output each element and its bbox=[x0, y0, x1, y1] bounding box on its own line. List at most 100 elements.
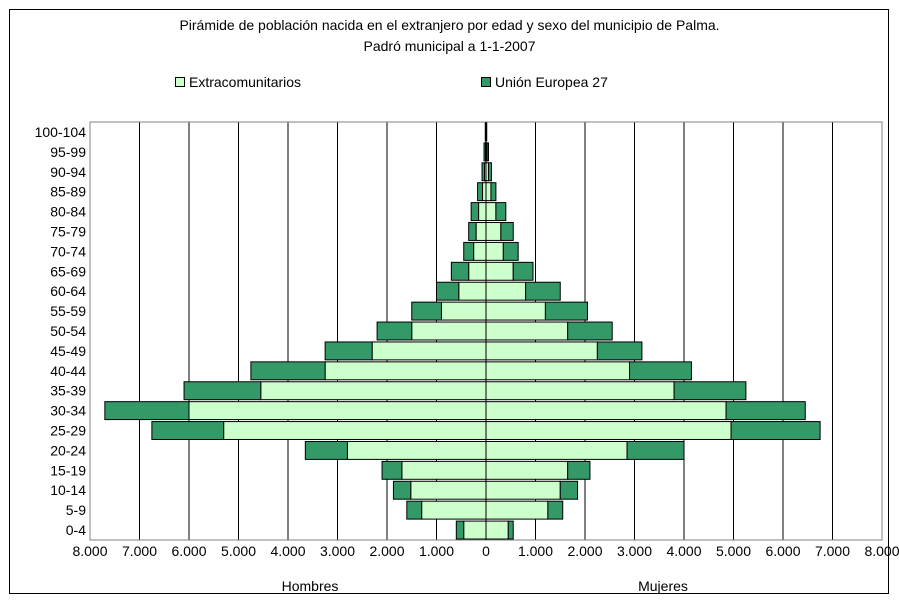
bar-hombres-union-europea bbox=[151, 421, 225, 440]
bar-mujeres-extracomunitarios bbox=[485, 341, 598, 361]
legend-swatch-union-europea bbox=[481, 77, 491, 87]
bar-hombres-extracomunitarios bbox=[410, 480, 487, 500]
bar-mujeres-extracomunitarios bbox=[485, 361, 631, 381]
bar-mujeres-union-europea bbox=[502, 241, 519, 261]
x-tick-label: 2.000 bbox=[369, 543, 404, 559]
y-tick-label: 25-29 bbox=[50, 423, 86, 439]
bar-hombres-union-europea bbox=[376, 321, 413, 341]
bar-hombres-extracomunitarios bbox=[188, 401, 487, 421]
bar-mujeres-union-europea bbox=[629, 361, 692, 381]
bar-mujeres-extracomunitarios bbox=[485, 281, 527, 301]
x-tick-label: 8.000 bbox=[72, 543, 107, 559]
x-tick-label: 3.000 bbox=[320, 543, 355, 559]
bar-mujeres-union-europea bbox=[567, 460, 591, 480]
bar-hombres-union-europea bbox=[450, 261, 470, 281]
y-tick-label: 100-104 bbox=[35, 124, 87, 140]
x-tick-label: 5.000 bbox=[716, 543, 751, 559]
y-tick-label: 60-64 bbox=[50, 283, 86, 299]
bar-hombres-union-europea bbox=[470, 202, 480, 222]
bar-hombres-extracomunitarios bbox=[324, 361, 487, 381]
x-tick-label: 6.000 bbox=[765, 543, 800, 559]
x-tick-label: 5.000 bbox=[221, 543, 256, 559]
bar-hombres-union-europea bbox=[250, 361, 326, 381]
bar-hombres-extracomunitarios bbox=[401, 460, 487, 480]
y-tick-label: 20-24 bbox=[50, 442, 86, 458]
bar-hombres-union-europea bbox=[477, 182, 484, 202]
bar-mujeres-extracomunitarios bbox=[485, 401, 727, 421]
bar-hombres-extracomunitarios bbox=[440, 301, 487, 321]
x-tick-label: 3.000 bbox=[617, 543, 652, 559]
bar-mujeres-extracomunitarios bbox=[485, 241, 504, 261]
bar-mujeres-union-europea bbox=[544, 301, 588, 321]
bar-mujeres-extracomunitarios bbox=[485, 301, 546, 321]
bar-hombres-extracomunitarios bbox=[482, 182, 487, 202]
bar-mujeres-union-europea bbox=[730, 421, 821, 440]
x-tick-label: 8.000 bbox=[864, 543, 899, 559]
bar-mujeres-union-europea bbox=[547, 500, 564, 520]
y-tick-label: 55-59 bbox=[50, 303, 86, 319]
y-tick-label: 80-84 bbox=[50, 204, 86, 220]
bar-hombres-union-europea bbox=[455, 520, 465, 540]
bar-mujeres-union-europea bbox=[673, 381, 747, 401]
y-tick-label: 40-44 bbox=[50, 363, 86, 379]
bar-hombres-extracomunitarios bbox=[473, 241, 487, 261]
bar-mujeres-union-europea bbox=[725, 401, 806, 421]
bar-mujeres-union-europea bbox=[559, 480, 579, 500]
bar-mujeres-extracomunitarios bbox=[485, 381, 675, 401]
y-tick-label: 30-34 bbox=[50, 403, 86, 419]
bar-hombres-union-europea bbox=[392, 480, 412, 500]
bar-hombres-union-europea bbox=[304, 440, 348, 460]
bar-mujeres-extracomunitarios bbox=[485, 261, 514, 281]
y-tick-label: 45-49 bbox=[50, 343, 86, 359]
legend-swatch-extracomunitarios bbox=[175, 77, 185, 87]
bar-hombres-extracomunitarios bbox=[458, 281, 487, 301]
legend-item-union-europea: Unión Europea 27 bbox=[481, 74, 608, 90]
bar-mujeres-union-europea bbox=[596, 341, 643, 361]
bar-mujeres-union-europea bbox=[626, 440, 685, 460]
bar-hombres-union-europea bbox=[481, 162, 486, 182]
bar-hombres-union-europea bbox=[411, 301, 442, 321]
bar-hombres-extracomunitarios bbox=[468, 261, 487, 281]
bar-hombres-extracomunitarios bbox=[346, 440, 487, 460]
y-tick-label: 70-74 bbox=[50, 243, 86, 259]
y-tick-label: 65-69 bbox=[50, 263, 86, 279]
bar-hombres-extracomunitarios bbox=[371, 341, 487, 361]
bar-hombres-union-europea bbox=[324, 341, 373, 361]
y-tick-label: 15-19 bbox=[50, 462, 86, 478]
bar-mujeres-union-europea bbox=[487, 162, 492, 182]
x-tick-label: 2.000 bbox=[567, 543, 602, 559]
y-tick-label: 0-4 bbox=[66, 522, 86, 538]
bar-mujeres-extracomunitarios bbox=[485, 182, 492, 202]
bar-mujeres-union-europea bbox=[486, 142, 489, 162]
bar-mujeres-union-europea bbox=[512, 261, 534, 281]
chart-subtitle: Padró municipal a 1-1-2007 bbox=[363, 38, 536, 54]
bar-hombres-union-europea bbox=[468, 222, 477, 241]
y-tick-label: 35-39 bbox=[50, 383, 86, 399]
bar-hombres-union-europea bbox=[406, 500, 423, 520]
y-tick-label: 75-79 bbox=[50, 223, 86, 239]
y-tick-label: 90-94 bbox=[50, 164, 86, 180]
x-tick-label: 1.000 bbox=[419, 543, 454, 559]
x-tick-label: 7.000 bbox=[122, 543, 157, 559]
y-tick-label: 95-99 bbox=[50, 144, 86, 160]
bar-hombres-union-europea bbox=[436, 281, 460, 301]
x-tick-label: 6.000 bbox=[171, 543, 206, 559]
bar-mujeres-extracomunitarios bbox=[485, 202, 497, 222]
chart-title: Pirámide de población nacida en el extra… bbox=[179, 17, 720, 33]
bar-mujeres-extracomunitarios bbox=[485, 440, 628, 460]
legend-item-extracomunitarios: Extracomunitarios bbox=[175, 74, 301, 90]
xlabel-mujeres: Mujeres bbox=[638, 578, 688, 594]
x-tick-label: 0 bbox=[482, 543, 490, 559]
bar-mujeres-extracomunitarios bbox=[485, 500, 549, 520]
bar-hombres-union-europea bbox=[381, 460, 403, 480]
x-tick-label: 1.000 bbox=[518, 543, 553, 559]
bar-mujeres-extracomunitarios bbox=[485, 480, 561, 500]
bar-mujeres-extracomunitarios bbox=[485, 460, 569, 480]
bar-hombres-union-europea bbox=[483, 142, 487, 162]
bar-hombres-union-europea bbox=[463, 241, 475, 261]
bar-mujeres-union-europea bbox=[507, 520, 514, 540]
bar-mujeres-union-europea bbox=[500, 222, 514, 241]
bar-hombres-extracomunitarios bbox=[411, 321, 487, 341]
